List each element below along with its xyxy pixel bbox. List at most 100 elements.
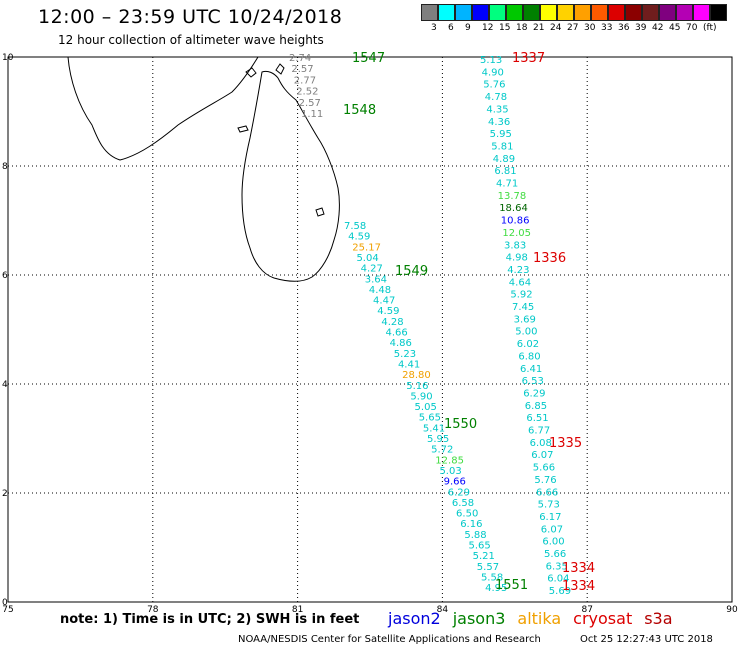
satellite-name: cryosat bbox=[573, 609, 633, 628]
wave-height-value: 2.52 bbox=[296, 87, 318, 98]
map-frame bbox=[7, 56, 733, 603]
wave-height-value: 4.47 bbox=[373, 296, 395, 307]
legend-label: 42 bbox=[652, 23, 664, 33]
legend-swatch bbox=[506, 4, 523, 21]
wave-height-value: 6.77 bbox=[528, 426, 550, 437]
latitude-tick-label: 4 bbox=[2, 380, 8, 390]
longitude-tick-label: 84 bbox=[437, 605, 449, 615]
track-id-label: 1550 bbox=[444, 417, 477, 432]
track-id-label: 1547 bbox=[352, 51, 385, 66]
legend-swatch bbox=[659, 4, 676, 21]
legend-swatch bbox=[710, 4, 727, 21]
wave-height-value: 4.98 bbox=[506, 253, 528, 264]
longitude-tick-label: 78 bbox=[147, 605, 159, 615]
wave-height-value: 4.64 bbox=[509, 277, 531, 288]
wave-height-value: 4.27 bbox=[361, 264, 383, 275]
legend-label: 30 bbox=[584, 23, 596, 33]
wave-height-value: 2.74 bbox=[289, 53, 311, 64]
axis-ticks: 75 78 81 84 87 90 0 2 4 6 8 10 bbox=[2, 53, 738, 615]
page-subtitle: 12 hour collection of altimeter wave hei… bbox=[58, 33, 324, 47]
longitude-tick-label: 75 bbox=[2, 605, 13, 615]
credit-text: NOAA/NESDIS Center for Satellite Applica… bbox=[238, 634, 541, 645]
mannar-islet bbox=[237, 125, 249, 133]
coastline bbox=[67, 56, 340, 282]
wave-height-value: 5.57 bbox=[477, 562, 499, 573]
wave-height-value: 5.58 bbox=[481, 572, 503, 583]
legend-label: 9 bbox=[465, 23, 471, 33]
wave-height-value: 6.16 bbox=[460, 519, 482, 530]
longitude-tick-label: 87 bbox=[581, 605, 592, 615]
wave-height-value: 5.41 bbox=[423, 423, 445, 434]
track-id-label: 1551 bbox=[495, 578, 528, 593]
latitude-tick-label: 0 bbox=[2, 598, 8, 608]
longitude-tick-label: 90 bbox=[726, 605, 738, 615]
coast-islet bbox=[315, 207, 325, 217]
wave-height-value: 6.17 bbox=[539, 512, 561, 523]
wave-height-value: 5.65 bbox=[419, 413, 441, 424]
track-id-label: 1334 bbox=[562, 561, 595, 576]
track-id-label: 1337 bbox=[512, 51, 545, 66]
wave-height-value: 6.80 bbox=[518, 351, 540, 362]
longitude-tick-label: 81 bbox=[292, 605, 303, 615]
legend-swatch bbox=[591, 4, 608, 21]
wave-height-value: 12.05 bbox=[502, 228, 531, 239]
wave-height-value: 2.57 bbox=[291, 64, 313, 75]
legend-label: 21 bbox=[533, 23, 545, 33]
wave-height-value: 6.29 bbox=[523, 388, 545, 399]
wave-height-value: 1.11 bbox=[301, 109, 323, 120]
legend-swatch bbox=[523, 4, 540, 21]
wave-height-value: 6.00 bbox=[542, 537, 564, 548]
legend-label: 12 bbox=[482, 23, 494, 33]
wave-height-value: 3.83 bbox=[504, 240, 526, 251]
legend-swatch bbox=[438, 4, 455, 21]
legend-label: 6 bbox=[448, 23, 454, 33]
wave-height-value: 5.88 bbox=[464, 530, 486, 541]
footer-note: note: 1) Time is in UTC; 2) SWH is in fe… bbox=[60, 612, 360, 627]
wave-height-value: 4.66 bbox=[386, 328, 408, 339]
color-scale-labels: 3 6 9 12 15 18 21 24 27 30 33 36 39 42 45 70 (ft) bbox=[421, 23, 740, 35]
wave-height-value: 4.28 bbox=[381, 317, 403, 328]
wave-height-value: 28.80 bbox=[402, 370, 431, 381]
legend-label: 39 bbox=[635, 23, 647, 33]
latitude-tick-label: 6 bbox=[2, 271, 8, 281]
latitude-tick-label: 8 bbox=[2, 162, 8, 172]
legend-label: 70 bbox=[686, 23, 698, 33]
wave-height-value: 4.89 bbox=[493, 154, 515, 165]
track-id-label: 1334 bbox=[562, 579, 595, 594]
wave-height-value: 5.23 bbox=[394, 349, 416, 360]
legend-label: 36 bbox=[618, 23, 630, 33]
wave-height-value: 4.95 bbox=[485, 583, 507, 594]
wave-height-value: 5.03 bbox=[439, 466, 461, 477]
legend-swatch bbox=[574, 4, 591, 21]
wave-height-value: 4.36 bbox=[488, 117, 510, 128]
satellite-legend: jason2 jason3 altika cryosat s3a bbox=[388, 609, 673, 628]
legend-swatch bbox=[676, 4, 693, 21]
color-scale-legend bbox=[421, 4, 727, 21]
wave-height-value: 4.59 bbox=[348, 232, 370, 243]
wave-height-value: 4.35 bbox=[486, 104, 508, 115]
wave-height-value: 5.66 bbox=[533, 463, 555, 474]
wave-height-value: 6.04 bbox=[547, 574, 569, 585]
legend-swatch bbox=[557, 4, 574, 21]
wave-height-value: 6.02 bbox=[517, 339, 539, 350]
satellite-name: altika bbox=[517, 609, 562, 628]
wave-height-value: 4.71 bbox=[496, 179, 518, 190]
wave-height-value: 18.64 bbox=[499, 203, 528, 214]
wave-height-value: 4.86 bbox=[390, 338, 412, 349]
sri-lanka-coastline bbox=[241, 70, 340, 282]
wave-height-value: 3.64 bbox=[365, 274, 387, 285]
wave-height-value: 5.21 bbox=[473, 551, 495, 562]
legend-swatch bbox=[625, 4, 642, 21]
wave-height-value: 6.07 bbox=[541, 524, 563, 535]
map-grid bbox=[8, 57, 732, 602]
wave-height-value: 5.76 bbox=[534, 475, 556, 486]
india-coastline bbox=[67, 56, 259, 161]
legend-swatch bbox=[693, 4, 710, 21]
wave-height-value: 5.05 bbox=[415, 402, 437, 413]
jaffna-islet bbox=[245, 67, 257, 78]
legend-swatch bbox=[455, 4, 472, 21]
legend-label: 33 bbox=[601, 23, 613, 33]
wave-height-value: 6.07 bbox=[531, 450, 553, 461]
wave-height-value: 5.95 bbox=[490, 129, 512, 140]
